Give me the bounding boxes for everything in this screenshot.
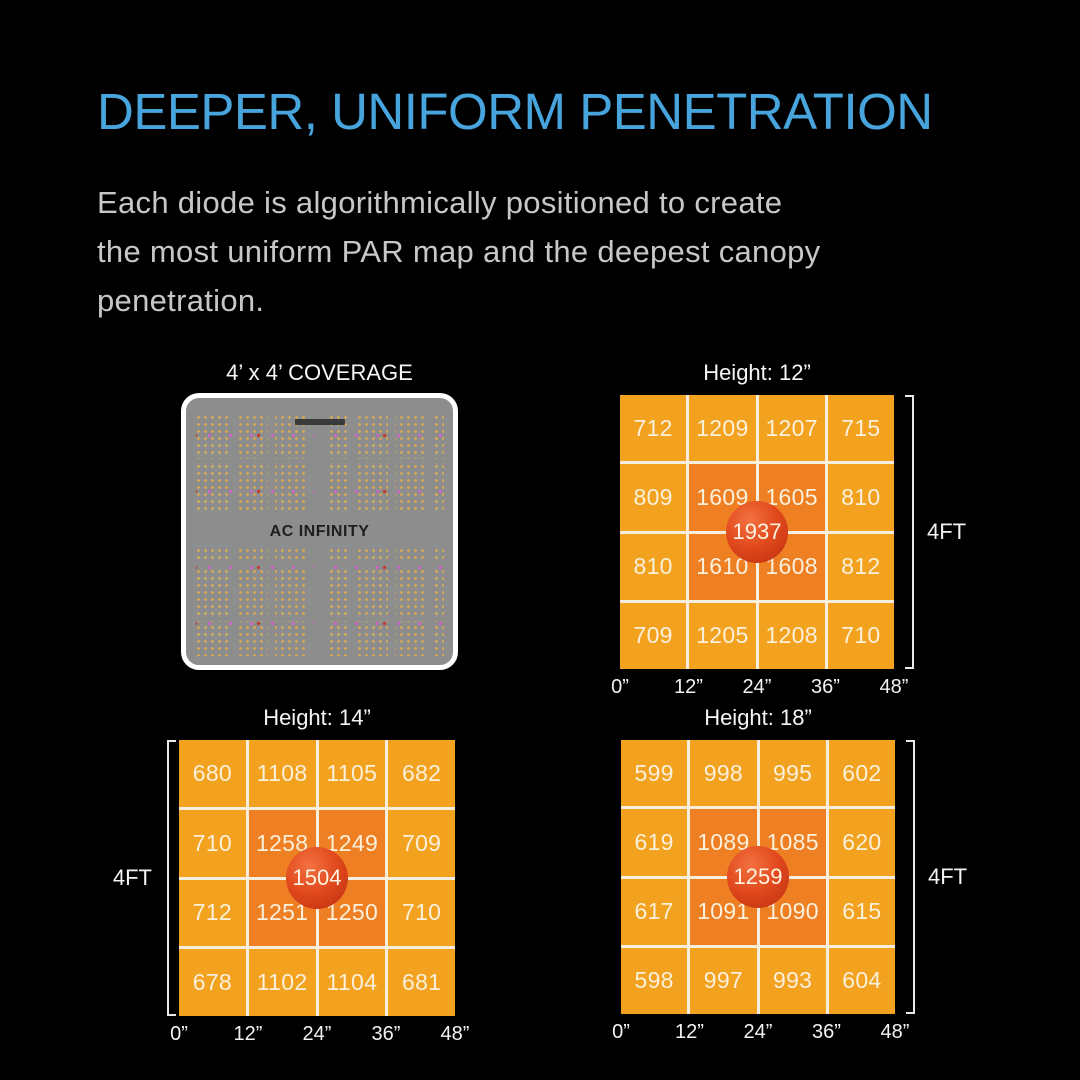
par-cell: 615 [828, 878, 895, 945]
axis-tick-label: 12” [674, 676, 703, 698]
par-cell: 619 [621, 809, 688, 876]
chart-title: Height: 18” [704, 705, 812, 730]
depth-bracket [906, 740, 915, 1014]
depth-bracket [167, 740, 176, 1016]
par-cell: 1089 [690, 809, 757, 876]
par-cell: 712 [620, 395, 687, 462]
axis-tick-label: 48” [880, 1021, 910, 1043]
par-cell: 599 [621, 740, 688, 807]
coverage-figure: 4’ x 4’ COVERAGE AC INFINITY [181, 360, 458, 670]
par-cell: 998 [690, 740, 757, 807]
depth-label: 4FT [927, 519, 967, 544]
coverage-title: 4’ x 4’ COVERAGE [226, 360, 413, 385]
depth-bracket [905, 395, 914, 669]
chart-grid-area: 680 1108 1105 682 710 1258 1249 709 712 1251 1250 7… [113, 740, 455, 1016]
depth-label: 4FT [112, 865, 152, 890]
intro-line-2: the most uniform PAR map and the deepest… [97, 234, 821, 269]
axis-tick-label: 48” [879, 676, 909, 698]
peak-value-badge: 1259 [727, 846, 789, 908]
par-cell: 995 [759, 740, 826, 807]
panel-horizontal-channel: AC INFINITY [193, 516, 446, 547]
par-cell: 710 [388, 879, 455, 947]
par-cell: 682 [388, 740, 455, 807]
axis-tick-label: 0” [612, 1021, 630, 1043]
x-axis: 0” 12” 24” 36” 48” [170, 1023, 469, 1047]
chart-grid-area: 712 1209 1207 715 809 1609 1605 810 810 1610 1608 8… [620, 395, 966, 669]
par-cell: 598 [621, 947, 688, 1014]
axis-tick-label: 0” [611, 676, 629, 698]
par-cell: 1091 [690, 878, 757, 945]
par-cell: 602 [828, 740, 895, 807]
par-cell: 1104 [318, 949, 386, 1016]
par-cell: 709 [388, 809, 455, 877]
par-cell: 680 [179, 740, 246, 807]
axis-tick-label: 36” [811, 676, 840, 698]
par-cell: 604 [828, 947, 895, 1014]
intro-line-1: Each diode is algorithmically positioned… [97, 185, 783, 220]
led-panel: AC INFINITY [181, 393, 458, 670]
par-chart-height-18: Height: 18” 599 998 995 602 619 1089 1085 620 61… [612, 705, 967, 1045]
par-cell: 1102 [248, 949, 316, 1016]
par-cell: 1108 [248, 740, 316, 807]
par-cell: 1207 [758, 395, 825, 462]
axis-tick-label: 24” [302, 1023, 332, 1045]
par-cell: 1205 [689, 602, 756, 669]
intro-line-3: penetration. [97, 283, 265, 318]
par-cell: 1105 [318, 740, 386, 807]
par-cell: 810 [827, 464, 894, 531]
par-cell: 678 [179, 949, 246, 1016]
chart-title: Height: 14” [263, 705, 371, 730]
axis-tick-label: 24” [742, 676, 772, 698]
par-cell: 617 [621, 878, 688, 945]
par-chart-height-12: Height: 12” 712 1209 1207 715 809 1609 1605 810… [611, 360, 966, 700]
par-chart-height-14: Height: 14” 680 1108 1105 682 710 1258 1249 709… [113, 705, 470, 1047]
par-cell: 681 [388, 949, 455, 1016]
par-cell: 993 [759, 947, 826, 1014]
axis-tick-label: 36” [371, 1023, 401, 1045]
chart-grid-area: 599 998 995 602 619 1089 1085 620 617 1091 1090 615… [621, 740, 967, 1014]
par-cell: 1209 [689, 395, 756, 462]
par-cell: 1251 [248, 879, 316, 947]
axis-tick-label: 12” [675, 1021, 704, 1043]
x-axis: 0” 12” 24” 36” 48” [612, 1021, 909, 1045]
axis-tick-label: 0” [170, 1023, 188, 1045]
peak-value-badge: 1504 [286, 847, 348, 909]
par-cell: 710 [179, 809, 246, 877]
par-cell: 1208 [758, 602, 825, 669]
peak-value-badge: 1937 [726, 501, 788, 563]
x-axis: 0” 12” 24” 36” 48” [611, 676, 908, 700]
par-cell: 812 [827, 533, 894, 600]
axis-tick-label: 36” [812, 1021, 841, 1043]
depth-label: 4FT [928, 864, 968, 889]
brand-label: AC INFINITY [269, 522, 370, 540]
par-cell: 710 [827, 602, 894, 669]
panel-connector-label [294, 419, 345, 425]
axis-tick-label: 12” [233, 1023, 263, 1045]
par-grid: 712 1209 1207 715 809 1609 1605 810 810 1610 1608 8… [620, 395, 894, 669]
par-cell: 712 [179, 879, 246, 947]
par-cell: 809 [620, 464, 687, 531]
par-cell: 715 [827, 395, 894, 462]
par-cell: 709 [620, 602, 687, 669]
par-cell: 620 [828, 809, 895, 876]
par-cell: 810 [620, 533, 687, 600]
intro-paragraph: Each diode is algorithmically positioned… [97, 178, 820, 325]
page-title: DEEPER, UNIFORM PENETRATION [97, 83, 933, 140]
axis-tick-label: 24” [743, 1021, 773, 1043]
par-cell: 997 [690, 947, 757, 1014]
chart-title: Height: 12” [703, 360, 811, 385]
axis-tick-label: 48” [440, 1023, 470, 1045]
